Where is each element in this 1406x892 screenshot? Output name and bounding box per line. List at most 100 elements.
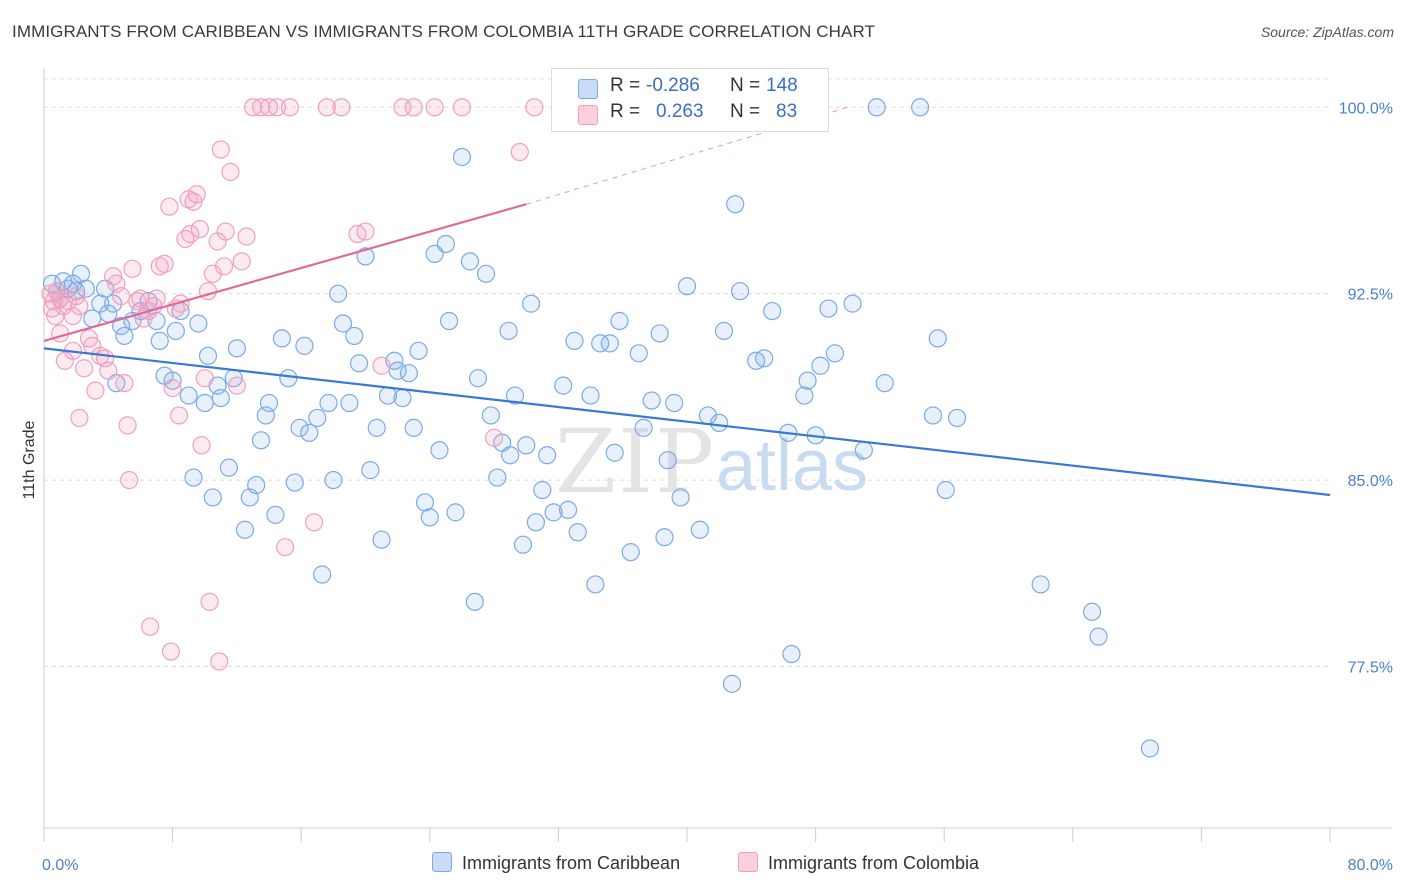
correlation-legend: R = -0.286 N = 148 R = 0.263 N = 83 xyxy=(551,68,829,132)
n-value: 148 xyxy=(766,75,798,96)
colombia-point xyxy=(195,369,214,388)
caribbean-point xyxy=(581,386,600,405)
colombia-point xyxy=(210,652,229,671)
colombia-point xyxy=(123,259,142,278)
caribbean-point xyxy=(349,354,369,373)
colombia-point xyxy=(200,592,219,611)
caribbean-point xyxy=(115,326,134,346)
caribbean-point xyxy=(247,475,266,495)
colombia-point xyxy=(221,162,240,181)
caribbean-point xyxy=(460,252,480,271)
caribbean-legend-swatch xyxy=(432,852,452,872)
caribbean-point xyxy=(600,334,619,353)
caribbean-point xyxy=(227,339,246,358)
colombia-point xyxy=(192,436,211,455)
colombia-point xyxy=(485,428,504,447)
caribbean-point xyxy=(875,374,894,393)
caribbean-point xyxy=(319,393,338,413)
y-axis-label: 11th Grade xyxy=(21,420,38,499)
caribbean-point xyxy=(150,331,169,350)
caribbean-point xyxy=(867,98,886,117)
colombia-point xyxy=(67,287,86,306)
colombia-point xyxy=(452,98,472,117)
caribbean-point xyxy=(513,535,533,554)
caribbean-point xyxy=(312,565,332,584)
caribbean-point xyxy=(1089,627,1108,646)
caribbean-legend-label: Immigrants from Caribbean xyxy=(462,853,681,873)
caribbean-point xyxy=(605,443,624,462)
caribbean-point xyxy=(533,480,552,500)
colombia-point xyxy=(181,224,200,244)
caribbean-point xyxy=(671,488,690,507)
colombia-point xyxy=(267,98,287,117)
chart-title: IMMIGRANTS FROM CARIBBEAN VS IMMIGRANTS … xyxy=(12,22,876,41)
colombia-point xyxy=(75,359,94,378)
caribbean-point xyxy=(235,520,255,539)
series-caribbean-points xyxy=(42,98,1160,758)
colombia-point xyxy=(237,227,256,246)
caribbean-point xyxy=(650,324,669,343)
r-value: 0.263 xyxy=(656,101,704,122)
caribbean-point xyxy=(722,674,742,693)
caribbean-point xyxy=(219,458,238,477)
caribbean-point xyxy=(538,446,557,465)
caribbean-point xyxy=(329,284,348,303)
caribbean-point xyxy=(409,341,428,360)
caribbean-point xyxy=(665,393,684,413)
caribbean-point xyxy=(505,386,525,405)
caribbean-point xyxy=(710,413,729,433)
caribbean-point xyxy=(854,441,873,460)
caribbean-point xyxy=(843,294,862,313)
colombia-point xyxy=(187,185,206,204)
colombia-point xyxy=(163,379,182,398)
caribbean-point xyxy=(677,277,697,296)
colombia-point xyxy=(140,617,160,636)
caribbean-point xyxy=(184,468,203,487)
legend-item-caribbean: Immigrants from Caribbean xyxy=(432,852,680,874)
caribbean-point xyxy=(658,451,677,470)
caribbean-point xyxy=(526,513,545,532)
caribbean-point xyxy=(798,371,817,390)
caribbean-point xyxy=(634,418,653,437)
caribbean-point xyxy=(446,503,465,522)
caribbean-point xyxy=(430,441,449,460)
caribbean-point xyxy=(825,344,844,363)
colombia-point xyxy=(118,416,137,435)
caribbean-point xyxy=(642,391,661,410)
colombia-point xyxy=(304,513,324,532)
caribbean-point xyxy=(163,371,182,390)
axes xyxy=(43,68,1392,842)
caribbean-point xyxy=(399,364,419,383)
colombia-legend-swatch xyxy=(738,852,758,872)
caribbean-point xyxy=(420,508,439,527)
colombia-point xyxy=(86,381,105,400)
caribbean-point xyxy=(928,329,947,348)
caribbean-point xyxy=(279,369,298,388)
colombia-point xyxy=(276,538,295,557)
caribbean-point xyxy=(356,247,375,266)
colombia-point xyxy=(216,222,235,241)
caribbean-point xyxy=(923,406,943,425)
caribbean-point xyxy=(947,408,967,428)
colombia-point xyxy=(372,356,391,375)
y-tick-label: 100.0% xyxy=(1339,100,1393,117)
caribbean-point xyxy=(910,98,930,117)
caribbean-point xyxy=(730,282,750,301)
colombia-point xyxy=(404,98,423,117)
caribbean-point xyxy=(112,316,131,336)
colombia-point xyxy=(176,229,195,249)
colombia-point xyxy=(425,98,444,117)
caribbean-point xyxy=(198,346,218,365)
caribbean-point xyxy=(295,336,314,355)
caribbean-point xyxy=(367,418,386,437)
caribbean-point xyxy=(324,470,343,490)
caribbean-point xyxy=(610,311,629,331)
legend-item-colombia: Immigrants from Colombia xyxy=(738,852,979,874)
caribbean-point xyxy=(621,543,640,562)
caribbean-point xyxy=(465,592,484,611)
caribbean-point xyxy=(251,431,271,450)
n-label: N = xyxy=(730,75,761,96)
n-value: 83 xyxy=(776,101,798,122)
colombia-point xyxy=(50,324,70,343)
